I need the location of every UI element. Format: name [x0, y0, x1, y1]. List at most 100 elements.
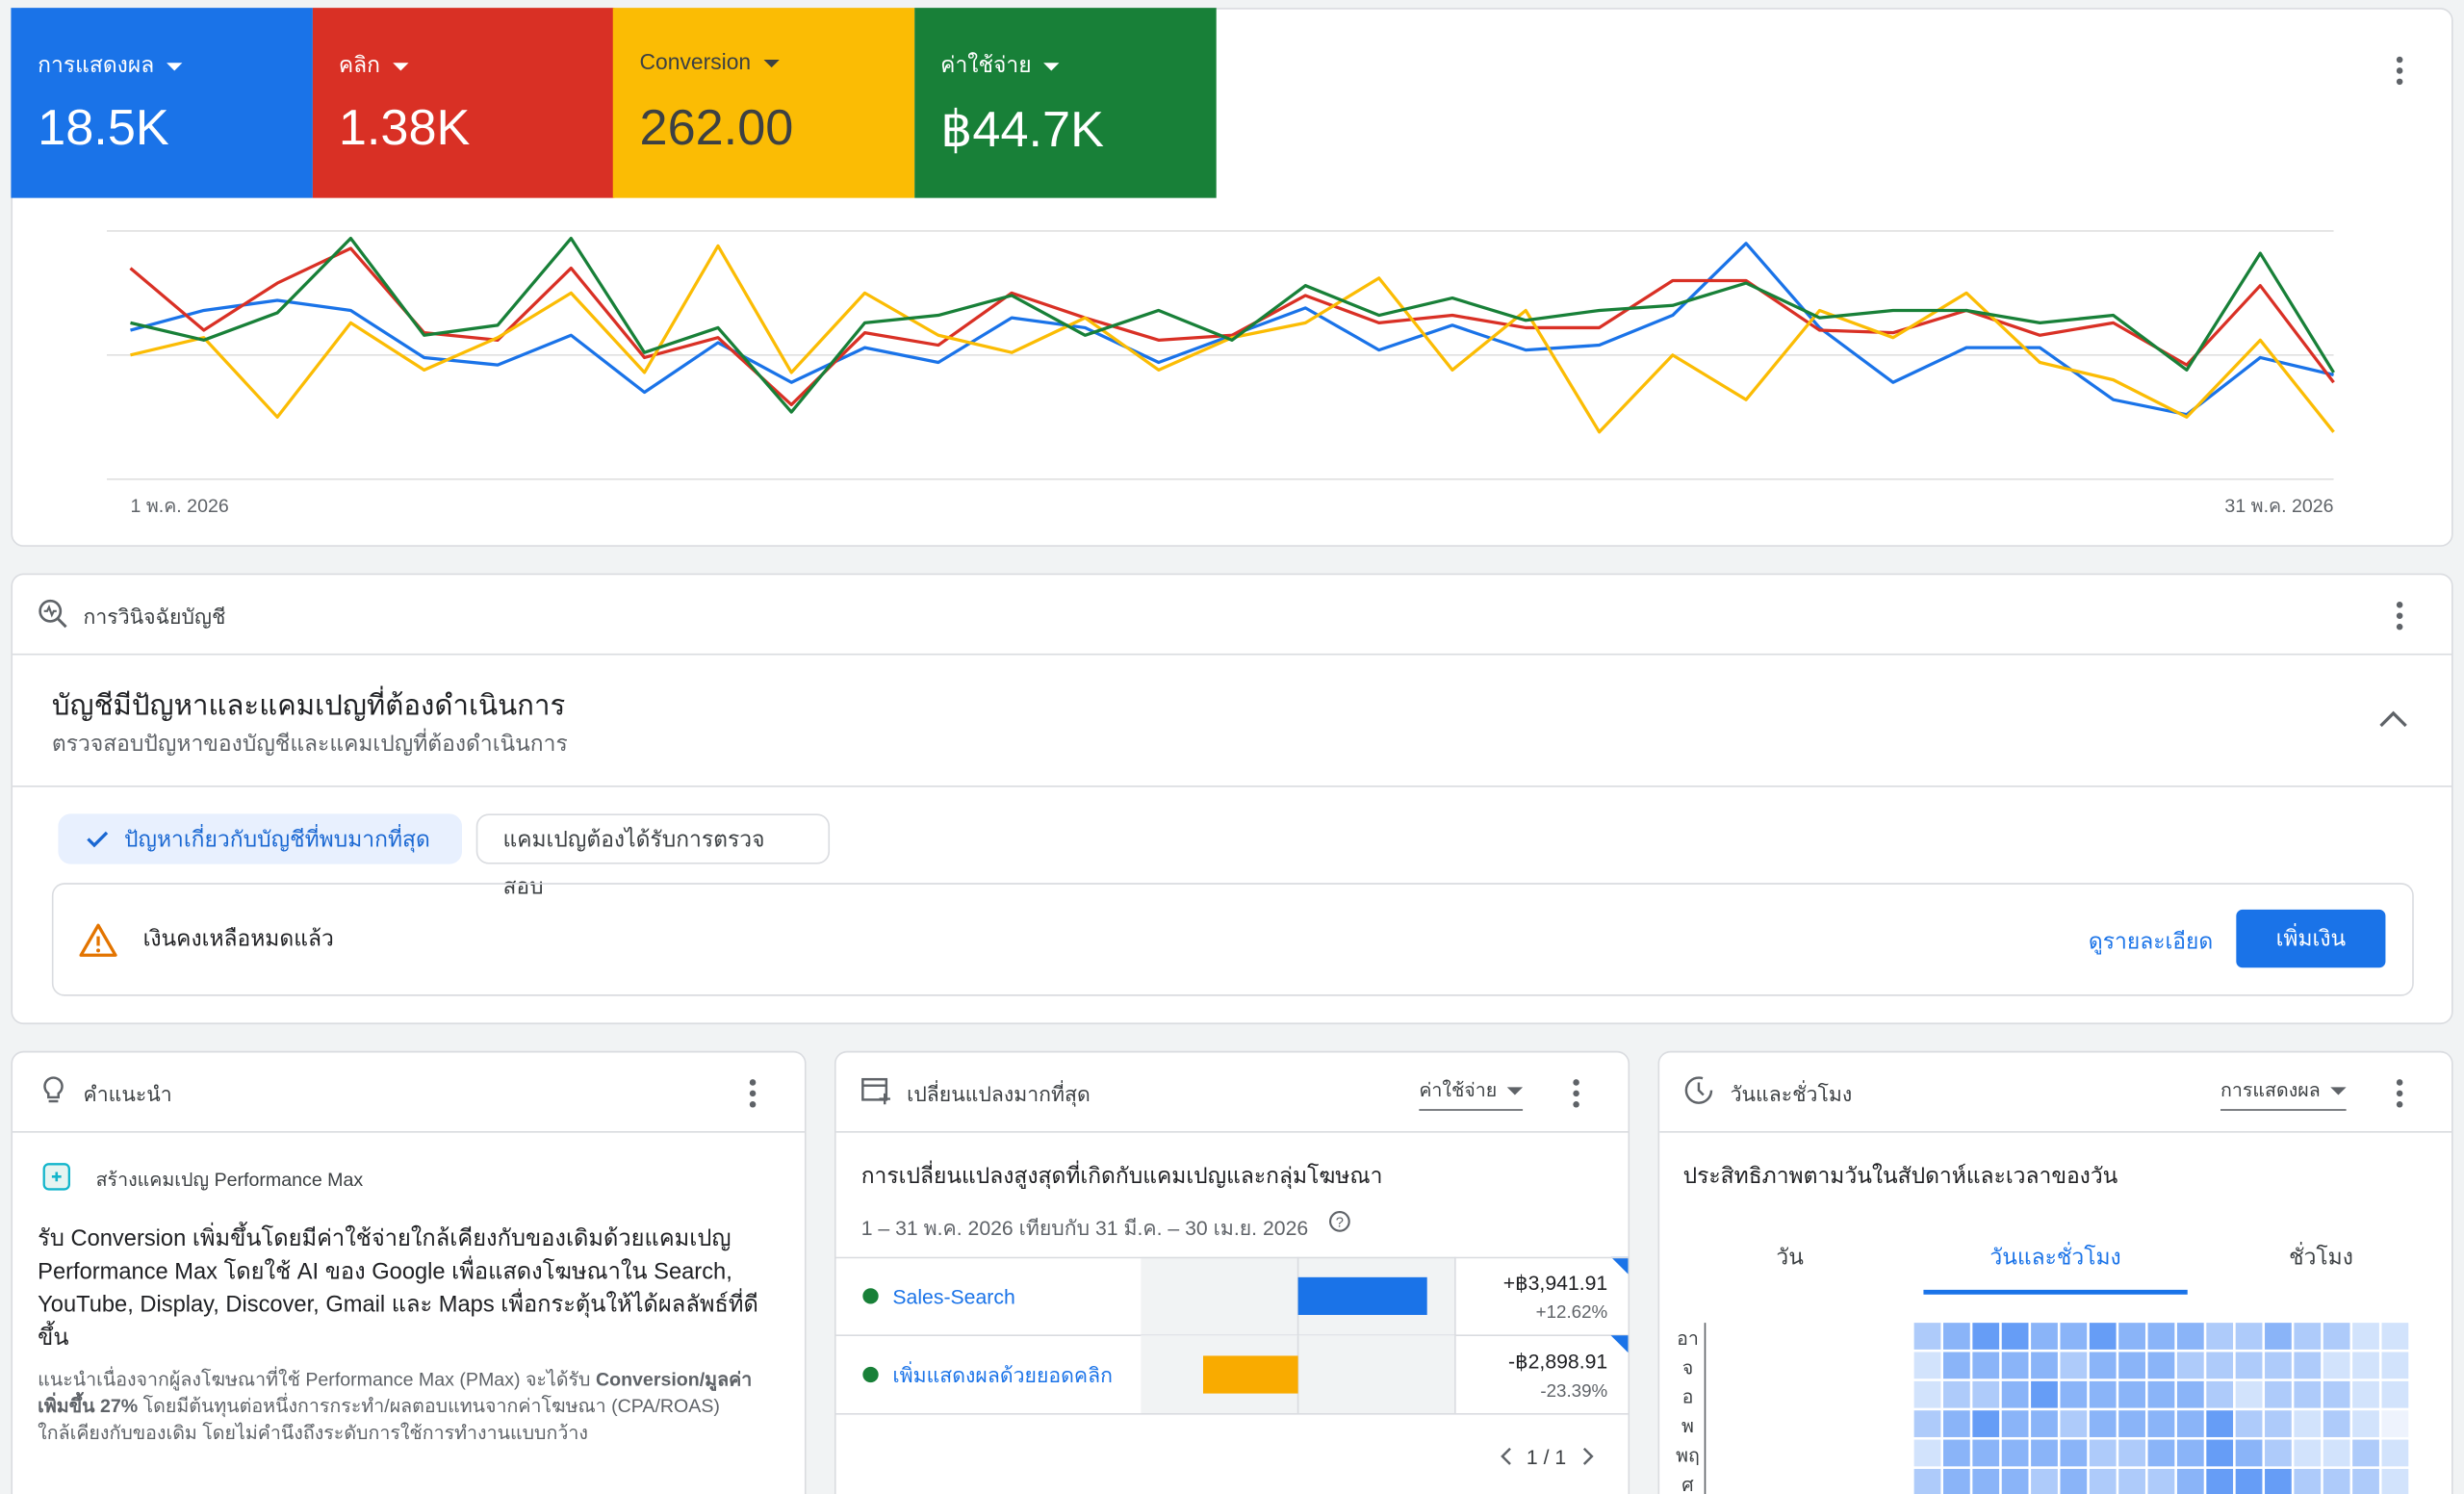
- scorecard[interactable]: Conversion 262.00: [612, 8, 915, 198]
- card-header: วันและชั่วโมง: [1730, 1082, 1853, 1106]
- heat-cell: [2352, 1352, 2379, 1379]
- collapse-button[interactable]: [2376, 707, 2411, 732]
- heat-cell: [2265, 1380, 2292, 1408]
- campaign-name[interactable]: Sales-Search: [892, 1287, 1014, 1309]
- change-value: -฿2,898.91: [1508, 1351, 1607, 1373]
- clock-icon: [1684, 1076, 1713, 1104]
- heat-cell: [1972, 1323, 2000, 1350]
- line-chart: 1 พ.ค. 2026 31 พ.ค. 2026: [107, 230, 2335, 517]
- heat-cell: [2206, 1410, 2234, 1437]
- heat-cell: [1972, 1380, 2000, 1408]
- tab[interactable]: วันและชั่วโมง: [1989, 1242, 2120, 1270]
- change-bar: [1297, 1276, 1427, 1315]
- alert-text: เงินคงเหลือหมดแล้ว: [142, 925, 334, 951]
- menu-button[interactable]: [2396, 56, 2403, 90]
- scorecard[interactable]: คลิก 1.38K: [312, 8, 614, 198]
- heat-cell: [2206, 1439, 2234, 1467]
- heat-cell: [2352, 1323, 2379, 1350]
- pagination: 1 / 1: [1527, 1447, 1566, 1469]
- heat-cell: [2089, 1468, 2117, 1494]
- heat-cell: [2001, 1468, 2029, 1494]
- heat-cell: [2381, 1352, 2409, 1379]
- changes-icon: [861, 1077, 890, 1105]
- heat-cell: [1942, 1468, 1970, 1494]
- heat-cell: [2089, 1380, 2117, 1408]
- metric-value: 1.38K: [338, 98, 471, 156]
- heat-cell: [1913, 1410, 1941, 1437]
- heat-cell: [2001, 1439, 2029, 1467]
- heat-cell: [2265, 1323, 2292, 1350]
- divider: [13, 786, 2452, 787]
- change-bar: [1203, 1355, 1298, 1394]
- heat-cell: [2089, 1439, 2117, 1467]
- heat-cell: [1913, 1439, 1941, 1467]
- heat-cell: [2323, 1410, 2350, 1437]
- chip-label: ปัญหาเกี่ยวกับบัญชีที่พบมากที่สุด: [123, 826, 430, 852]
- heat-cell: [1942, 1380, 1970, 1408]
- heat-cell: [2206, 1352, 2234, 1379]
- heat-cell: [2352, 1439, 2379, 1467]
- heat-cell: [2001, 1410, 2029, 1437]
- filter-chip[interactable]: แคมเปญต้องได้รับการตรวจสอบ: [475, 813, 831, 899]
- metric-value: 18.5K: [38, 98, 169, 156]
- heat-cell: [1913, 1323, 1941, 1350]
- divider: [13, 1131, 805, 1133]
- menu-button[interactable]: [2396, 1079, 2403, 1112]
- heat-cell: [2265, 1352, 2292, 1379]
- svg-text:?: ?: [1336, 1216, 1344, 1231]
- metric-dropdown[interactable]: การแสดงผล: [2220, 1076, 2346, 1111]
- heat-cell: [2031, 1439, 2058, 1467]
- filter-chip-selected[interactable]: ปัญหาเกี่ยวกับบัญชีที่พบมากที่สุด: [58, 813, 463, 864]
- heat-cell: [2381, 1323, 2409, 1350]
- add-funds-button[interactable]: เพิ่มเงิน: [2236, 909, 2386, 968]
- heat-cell: [2060, 1468, 2088, 1494]
- heat-cell: [2235, 1323, 2263, 1350]
- heat-cell: [2235, 1380, 2263, 1408]
- menu-button[interactable]: [749, 1079, 757, 1112]
- heat-cell: [1942, 1410, 1970, 1437]
- heat-cell: [2089, 1352, 2117, 1379]
- heat-cell: [2031, 1468, 2058, 1494]
- heat-cell: [1913, 1468, 1941, 1494]
- change-percent: +12.62%: [1536, 1301, 1608, 1322]
- menu-button[interactable]: [1573, 1079, 1579, 1112]
- heat-cell: [2031, 1410, 2058, 1437]
- section-title: บัญชีมีปัญหาและแคมเปญที่ต้องดำเนินการ: [51, 689, 566, 722]
- recommendations-card: [11, 1050, 807, 1494]
- tab[interactable]: ชั่วโมง: [2289, 1242, 2353, 1270]
- heat-cell: [2323, 1439, 2350, 1467]
- menu-button[interactable]: [2396, 602, 2403, 634]
- details-link[interactable]: ดูรายละเอียด: [2088, 928, 2214, 954]
- note-text: โดยมีต้นทุนต่อหนึ่งการกระทำ/ผลตอบแทนจากค…: [38, 1395, 720, 1444]
- tab[interactable]: วัน: [1776, 1245, 1804, 1270]
- metric-label: ค่าใช้จ่าย: [940, 49, 1060, 84]
- prev-page: [1501, 1447, 1511, 1465]
- metric-label: การแสดงผล: [38, 49, 182, 84]
- heat-cell: [1942, 1439, 1970, 1467]
- campaign-name[interactable]: เพิ่มแสดงผลด้วยยอดคลิก: [892, 1361, 1113, 1387]
- help-icon[interactable]: ?: [1328, 1210, 1351, 1233]
- section-subtitle: ตรวจสอบปัญหาของบัญชีและแคมเปญที่ต้องดำเน…: [51, 730, 568, 756]
- metric-dropdown[interactable]: ค่าใช้จ่าย: [1419, 1076, 1523, 1111]
- heat-cell: [1972, 1410, 2000, 1437]
- scorecard[interactable]: การแสดงผล 18.5K: [11, 8, 313, 198]
- bulb-icon: [43, 1076, 64, 1103]
- divider: [835, 1131, 1629, 1133]
- heat-cell: [2031, 1352, 2058, 1379]
- heat-cell: [2089, 1323, 2117, 1350]
- heat-cell: [1942, 1323, 1970, 1350]
- card-header: การวินิจฉัยบัญชี: [83, 605, 226, 629]
- heat-cell: [2147, 1380, 2175, 1408]
- divider: [1659, 1131, 2452, 1133]
- diagnostics-icon: [38, 599, 67, 629]
- heat-cell: [1913, 1352, 1941, 1379]
- heat-cell: [2060, 1352, 2088, 1379]
- heat-cell: [2060, 1380, 2088, 1408]
- note-text: แนะนำเนื่องจากผู้ลงโฆษณาที่ใช้ Performan…: [38, 1368, 596, 1391]
- scorecard[interactable]: ค่าใช้จ่าย ฿44.7K: [913, 8, 1216, 198]
- chip-label: แคมเปญต้องได้รับการตรวจสอบ: [502, 826, 765, 899]
- heat-cell: [2235, 1439, 2263, 1467]
- heat-cell: [2294, 1380, 2322, 1408]
- note-highlight: Conversion/มูลค่าเพิ่มขึ้น 27%: [38, 1368, 753, 1418]
